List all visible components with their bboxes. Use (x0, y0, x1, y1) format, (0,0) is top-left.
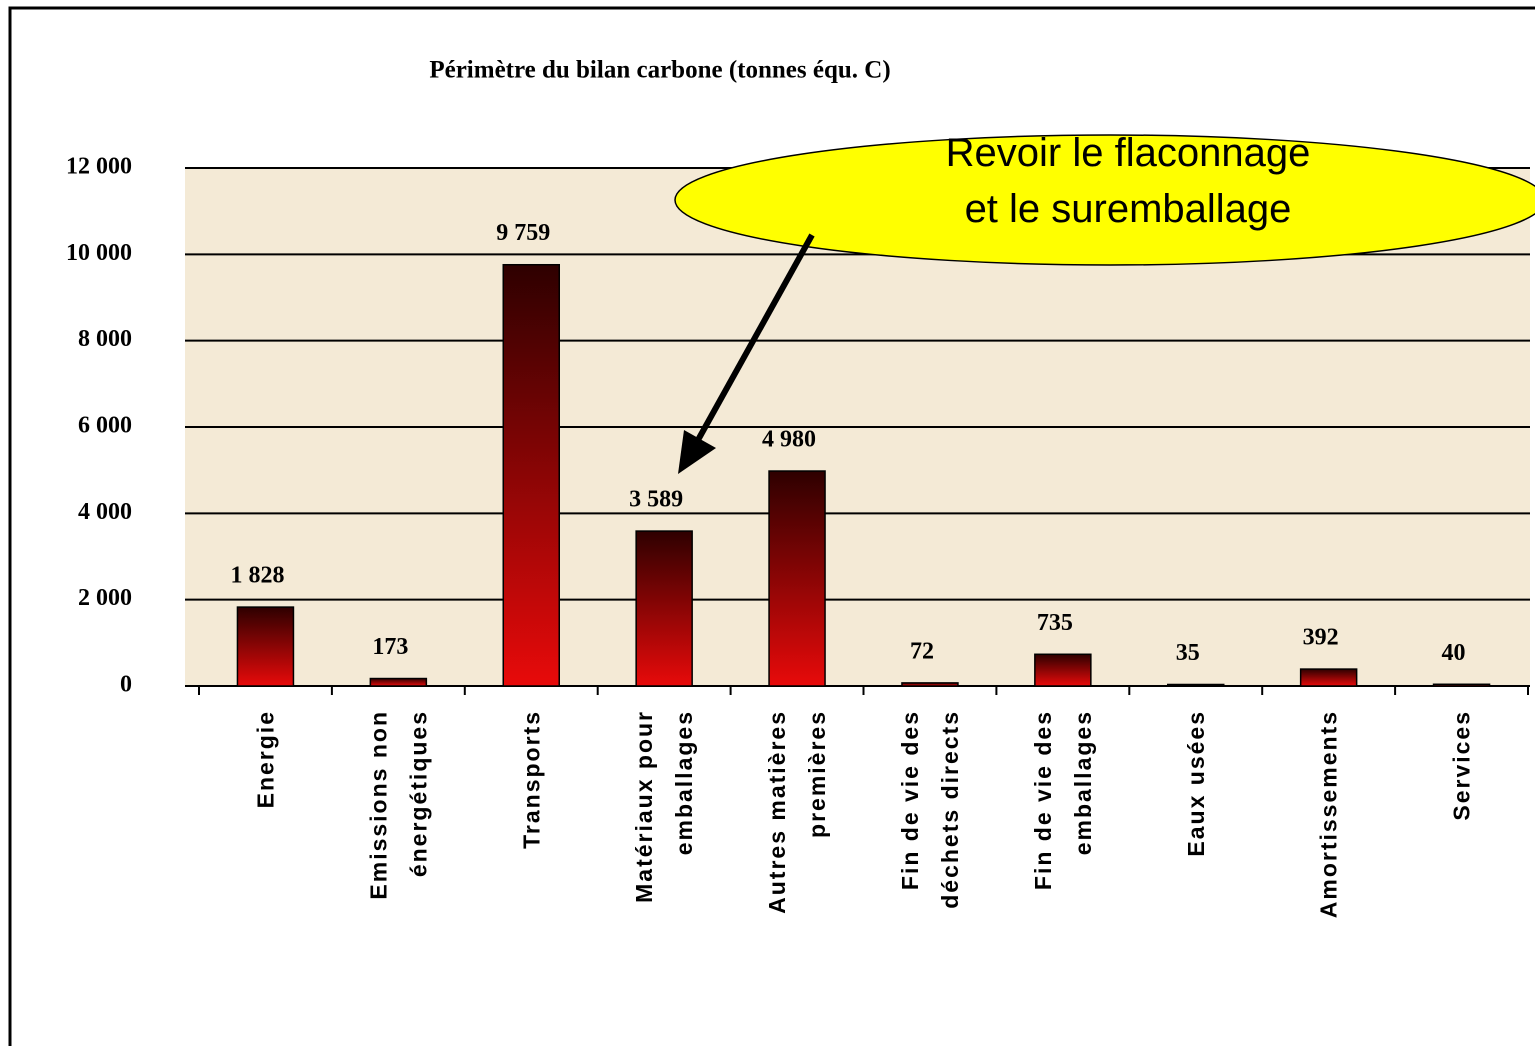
x-tick-label: Transports (518, 710, 545, 849)
arrow-shaft (695, 233, 815, 442)
value-label: 173 (372, 634, 408, 660)
chart-title: Périmètre du bilan carbone (tonnes équ. … (429, 57, 890, 84)
bar (1299, 668, 1358, 687)
value-label: 40 (1442, 640, 1466, 666)
x-tick-label: Autres matières premières (764, 710, 831, 914)
value-label: 35 (1176, 640, 1200, 666)
bar (1034, 653, 1092, 687)
arrow-head (678, 430, 716, 474)
y-tick-label: 4 000 (78, 499, 132, 525)
x-tick-label: Fin de vie des emballages (1029, 710, 1096, 891)
x-tick-label: Amortissements (1315, 710, 1342, 919)
y-tick-label: 6 000 (78, 413, 132, 439)
callout-bubble (674, 134, 1535, 266)
y-tick-label: 10 000 (66, 240, 132, 266)
value-label: 735 (1037, 610, 1073, 636)
y-tick-label: 12 000 (66, 154, 132, 180)
y-tick-label: 2 000 (78, 585, 132, 611)
x-tick-label: Emissions non énergétiques (365, 710, 432, 900)
x-tick-label: Eaux usées (1182, 710, 1209, 857)
bar (768, 470, 826, 687)
bar (502, 263, 560, 687)
bar (1167, 683, 1225, 687)
x-tick-label: Energie (252, 710, 279, 809)
bar (369, 677, 428, 687)
x-tick-label: Matériaux pour emballages (631, 710, 698, 903)
bar (901, 682, 959, 687)
x-tick-label: Services (1448, 710, 1475, 821)
bar (1432, 683, 1491, 687)
value-label: 3 589 (629, 487, 683, 513)
y-tick-label: 0 (120, 672, 132, 698)
y-tick-label: 8 000 (78, 326, 132, 352)
value-label: 1 828 (230, 563, 284, 589)
value-label: 72 (910, 638, 934, 664)
bar (635, 530, 693, 687)
value-label: 392 (1303, 625, 1339, 651)
bar (236, 606, 295, 687)
value-label: 4 980 (762, 427, 816, 453)
x-tick-label: Fin de vie des déchets directs (896, 710, 963, 909)
annotation: Revoir le flaconnage et le suremballage (946, 131, 1311, 231)
value-label: 9 759 (496, 220, 550, 246)
